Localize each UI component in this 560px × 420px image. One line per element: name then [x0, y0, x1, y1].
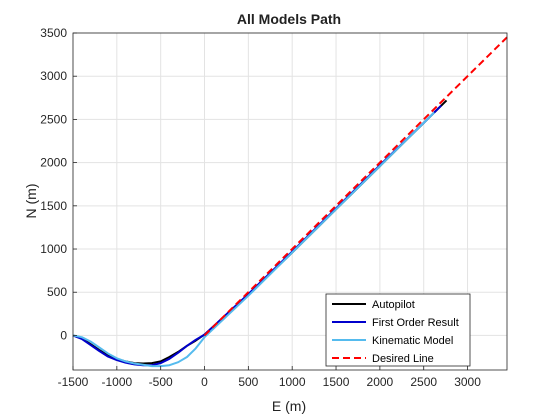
y-tick-label: 2500	[40, 112, 67, 126]
legend-box	[325, 293, 471, 367]
ticks: -1500 -1000 -500 0 500 1000 1500 2000 2500 3000 0 5…	[40, 26, 481, 389]
y-tick-label: 1000	[40, 242, 67, 256]
x-tick-label: 2500	[410, 375, 437, 389]
x-tick-label: 500	[238, 375, 258, 389]
x-tick-label: 3000	[454, 375, 481, 389]
x-tick-label: 2000	[367, 375, 394, 389]
y-tick-label: 1500	[40, 199, 67, 213]
series-layer	[72, 36, 508, 368]
y-tick-label: 3500	[40, 26, 67, 40]
y-tick-label: 2000	[40, 156, 67, 170]
x-axis-label: E (m)	[272, 398, 306, 414]
x-tick-label: -1500	[58, 375, 89, 389]
x-tick-label: -1000	[101, 375, 132, 389]
legend-label: Desired Line	[372, 353, 434, 365]
legend-label: Autopilot	[372, 299, 415, 311]
x-tick-label: 1500	[323, 375, 350, 389]
series-line-desired-line	[203, 36, 508, 337]
legend-label: Kinematic Model	[372, 335, 453, 347]
x-tick-label: 0	[201, 375, 208, 389]
chart-title: All Models Path	[237, 11, 341, 27]
y-axis-label: N (m)	[23, 184, 39, 219]
x-tick-label: -500	[149, 375, 173, 389]
series-line-kinematic-model	[72, 111, 435, 368]
y-tick-label: 0	[60, 328, 67, 342]
y-tick-label: 3000	[40, 69, 67, 83]
y-tick-label: 500	[47, 285, 67, 299]
legend: Autopilot First Order Result Kinematic Mod…	[325, 293, 471, 367]
x-tick-label: 1000	[279, 375, 306, 389]
legend-label: First Order Result	[372, 317, 459, 329]
axes-box	[72, 32, 508, 371]
